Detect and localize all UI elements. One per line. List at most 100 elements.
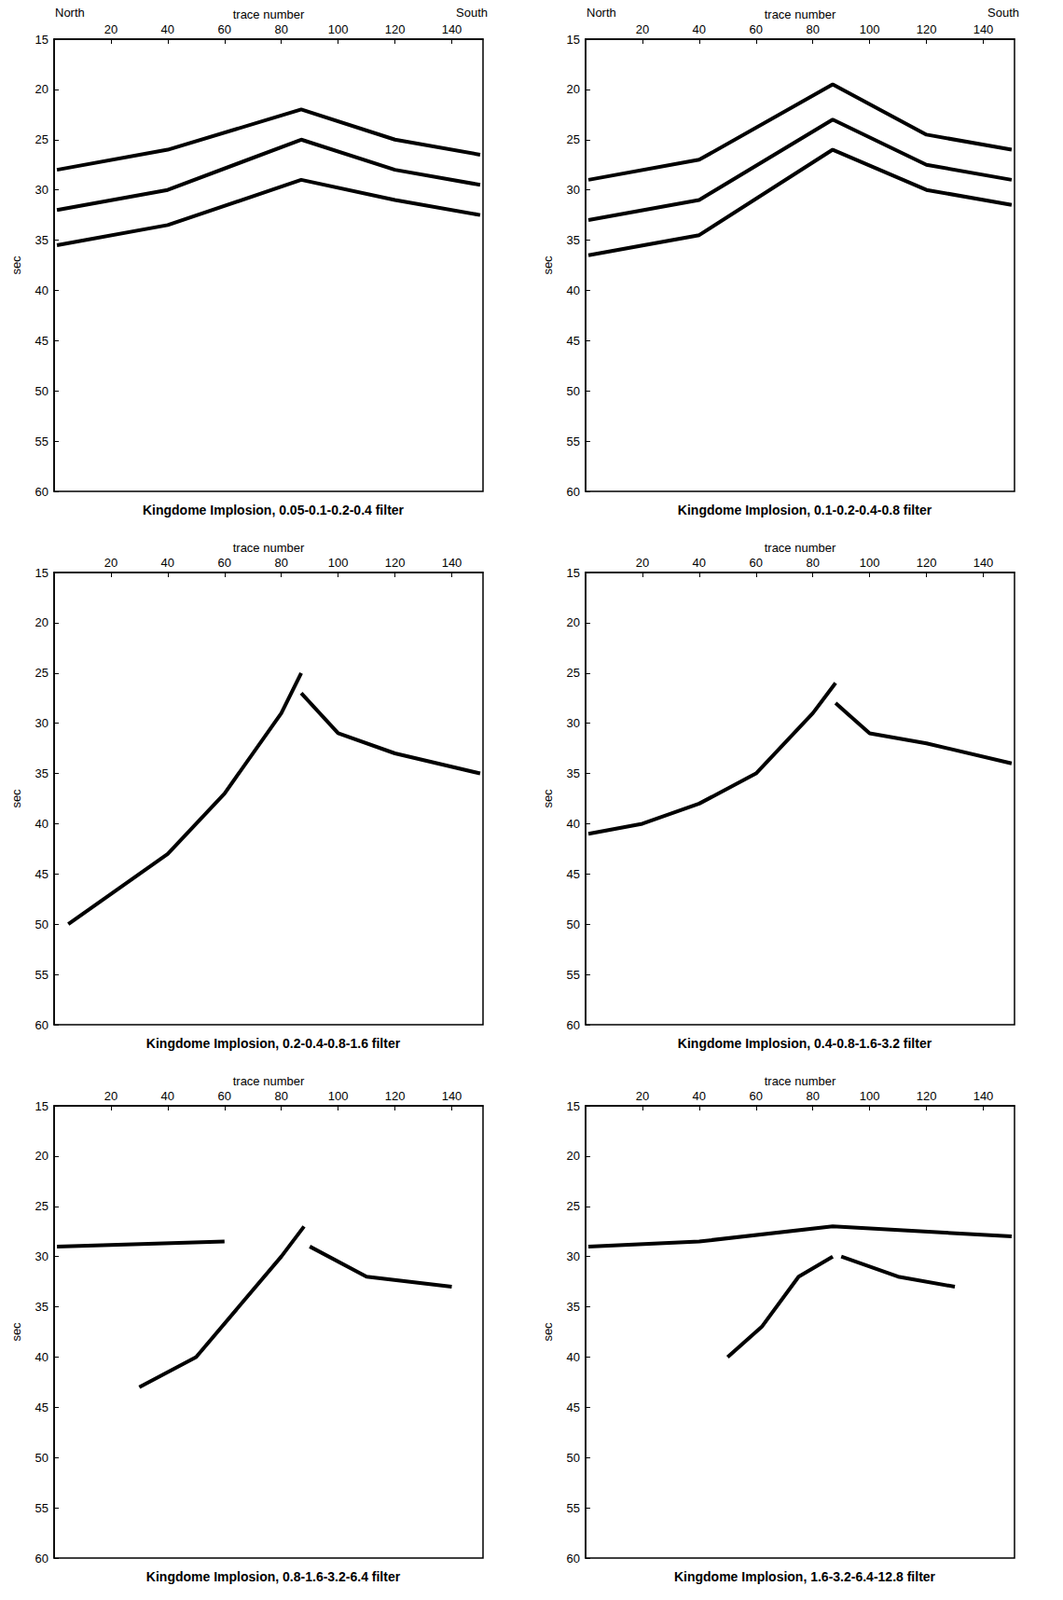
svg-text:40: 40	[161, 22, 175, 37]
svg-text:45: 45	[35, 867, 49, 882]
svg-text:15: 15	[566, 32, 580, 47]
svg-text:35: 35	[566, 766, 580, 781]
svg-text:140: 140	[441, 22, 463, 37]
svg-text:120: 120	[385, 555, 406, 570]
svg-text:30: 30	[566, 182, 580, 197]
svg-text:60: 60	[35, 1018, 49, 1033]
svg-text:25: 25	[35, 132, 49, 147]
svg-text:100: 100	[328, 22, 349, 37]
svg-text:sec: sec	[540, 788, 555, 809]
svg-text:140: 140	[973, 555, 994, 570]
svg-text:North: North	[55, 5, 85, 20]
svg-text:40: 40	[692, 22, 706, 37]
svg-text:80: 80	[274, 22, 288, 37]
svg-text:25: 25	[566, 1199, 580, 1214]
svg-text:35: 35	[35, 1299, 49, 1314]
svg-text:15: 15	[35, 1099, 49, 1114]
svg-text:20: 20	[104, 22, 118, 37]
svg-text:Kingdome Implosion, 0.2-0.4-0.: Kingdome Implosion, 0.2-0.4-0.8-1.6 filt…	[146, 1035, 401, 1051]
svg-text:55: 55	[566, 1501, 580, 1516]
svg-text:80: 80	[805, 22, 819, 37]
svg-text:50: 50	[35, 917, 49, 932]
svg-text:55: 55	[566, 967, 580, 982]
svg-text:35: 35	[566, 233, 580, 248]
svg-text:15: 15	[35, 32, 49, 47]
svg-text:40: 40	[566, 1350, 580, 1365]
svg-text:40: 40	[35, 283, 49, 298]
svg-text:North: North	[586, 5, 617, 20]
svg-text:40: 40	[161, 1089, 175, 1104]
svg-text:trace number: trace number	[764, 540, 837, 555]
svg-text:40: 40	[566, 816, 580, 831]
svg-text:Kingdome Implosion, 0.1-0.2-0.: Kingdome Implosion, 0.1-0.2-0.4-0.8 filt…	[677, 502, 933, 518]
svg-text:80: 80	[274, 1089, 288, 1104]
svg-text:60: 60	[749, 1089, 763, 1104]
svg-text:30: 30	[35, 182, 49, 197]
svg-text:sec: sec	[9, 1322, 24, 1342]
svg-text:40: 40	[692, 555, 706, 570]
svg-text:25: 25	[566, 665, 580, 680]
svg-text:60: 60	[218, 555, 232, 570]
svg-text:20: 20	[635, 1089, 649, 1104]
svg-text:60: 60	[566, 484, 580, 499]
svg-text:140: 140	[973, 1089, 994, 1104]
svg-text:40: 40	[35, 1350, 49, 1365]
svg-text:140: 140	[441, 1089, 463, 1104]
svg-text:25: 25	[566, 132, 580, 147]
svg-text:100: 100	[859, 22, 881, 37]
svg-text:20: 20	[104, 1089, 118, 1104]
svg-text:55: 55	[35, 967, 49, 982]
svg-text:140: 140	[973, 22, 994, 37]
svg-text:30: 30	[566, 716, 580, 731]
svg-text:30: 30	[35, 1249, 49, 1264]
svg-text:45: 45	[566, 333, 580, 348]
svg-text:50: 50	[35, 384, 49, 399]
svg-text:South: South	[455, 5, 488, 20]
svg-text:55: 55	[35, 1501, 49, 1516]
svg-text:100: 100	[328, 1089, 349, 1104]
svg-text:100: 100	[859, 555, 881, 570]
svg-text:80: 80	[805, 1089, 819, 1104]
svg-text:55: 55	[35, 434, 49, 449]
svg-text:trace number: trace number	[764, 1074, 837, 1089]
svg-text:20: 20	[566, 615, 580, 630]
svg-text:60: 60	[566, 1551, 580, 1566]
svg-text:120: 120	[916, 555, 938, 570]
svg-text:55: 55	[566, 434, 580, 449]
svg-text:30: 30	[566, 1249, 580, 1264]
svg-text:50: 50	[566, 384, 580, 399]
svg-text:Kingdome Implosion, 0.4-0.8-1.: Kingdome Implosion, 0.4-0.8-1.6-3.2 filt…	[677, 1035, 933, 1051]
svg-text:15: 15	[566, 566, 580, 580]
svg-text:20: 20	[635, 22, 649, 37]
svg-text:120: 120	[385, 1089, 406, 1104]
svg-text:20: 20	[104, 555, 118, 570]
svg-text:60: 60	[35, 1551, 49, 1566]
svg-text:100: 100	[328, 555, 349, 570]
svg-text:Kingdome Implosion, 0.8-1.6-3.: Kingdome Implosion, 0.8-1.6-3.2-6.4 filt…	[146, 1569, 401, 1585]
svg-text:30: 30	[35, 716, 49, 731]
svg-text:15: 15	[35, 566, 49, 580]
svg-text:60: 60	[218, 22, 232, 37]
svg-text:40: 40	[35, 816, 49, 831]
svg-text:60: 60	[749, 22, 763, 37]
svg-text:80: 80	[274, 555, 288, 570]
svg-text:140: 140	[441, 555, 463, 570]
svg-text:20: 20	[35, 82, 49, 97]
svg-text:35: 35	[566, 1299, 580, 1314]
svg-text:120: 120	[916, 22, 938, 37]
svg-text:100: 100	[859, 1089, 881, 1104]
svg-text:35: 35	[35, 233, 49, 248]
svg-text:trace number: trace number	[764, 7, 837, 22]
svg-text:80: 80	[805, 555, 819, 570]
svg-text:50: 50	[35, 1450, 49, 1465]
svg-text:trace number: trace number	[233, 1074, 305, 1089]
svg-text:45: 45	[35, 1400, 49, 1415]
svg-text:sec: sec	[9, 788, 24, 809]
svg-text:trace number: trace number	[233, 540, 305, 555]
svg-text:South: South	[987, 5, 1020, 20]
svg-text:20: 20	[635, 555, 649, 570]
svg-text:40: 40	[161, 555, 175, 570]
svg-text:45: 45	[566, 1400, 580, 1415]
svg-text:25: 25	[35, 1199, 49, 1214]
svg-text:35: 35	[35, 766, 49, 781]
